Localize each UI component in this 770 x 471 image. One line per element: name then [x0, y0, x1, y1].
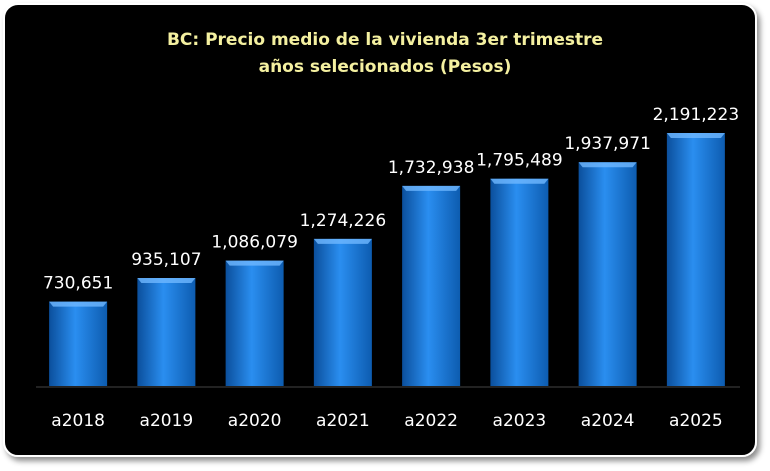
bar	[137, 278, 196, 386]
x-tick-label: a2018	[51, 411, 105, 431]
value-label: 730,651	[43, 274, 113, 294]
value-label: 1,937,971	[564, 134, 651, 154]
bar-top	[313, 238, 372, 244]
value-label: 1,795,489	[476, 151, 563, 171]
bar-top	[137, 278, 196, 284]
value-label: 935,107	[131, 250, 201, 270]
chart-subtitle: años selecionados (Pesos)	[259, 57, 512, 77]
bar-top	[402, 185, 461, 191]
x-tick-label: a2021	[316, 411, 370, 431]
bar	[402, 185, 461, 386]
bar-top	[666, 133, 725, 138]
value-label: 2,191,223	[653, 105, 740, 125]
bar-top	[490, 178, 549, 184]
bar	[666, 133, 725, 386]
x-tick-label: a2023	[493, 411, 547, 431]
x-tick-label: a2020	[228, 411, 282, 431]
x-tick-label: a2024	[581, 411, 635, 431]
bar-top	[49, 301, 108, 307]
bar-top	[578, 162, 637, 168]
bar	[225, 260, 284, 386]
bar	[578, 162, 637, 386]
bar	[49, 301, 108, 386]
x-tick-label: a2019	[140, 411, 194, 431]
chart-title: BC: Precio medio de la vivienda 3er trim…	[167, 30, 603, 50]
bar-top	[225, 260, 284, 266]
x-tick-label: a2022	[404, 411, 458, 431]
value-label: 1,732,938	[388, 158, 475, 178]
value-label: 1,086,079	[211, 233, 298, 253]
bar	[490, 178, 549, 386]
x-tick-label: a2025	[669, 411, 723, 431]
value-label: 1,274,226	[300, 211, 387, 231]
bar	[313, 238, 372, 386]
